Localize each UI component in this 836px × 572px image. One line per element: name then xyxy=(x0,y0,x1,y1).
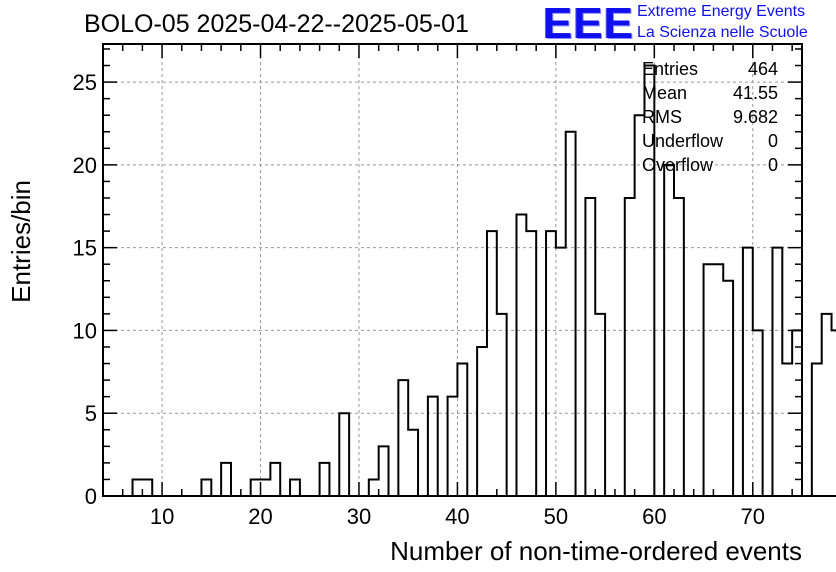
y-tick-label: 10 xyxy=(73,318,97,343)
stat-row-overflow: Overflow 0 xyxy=(642,154,778,178)
y-tick-label: 0 xyxy=(85,484,97,509)
stat-row-rms: RMS 9.682 xyxy=(642,106,778,130)
logo-text-line1: Extreme Energy Events xyxy=(637,3,806,20)
y-tick-label: 5 xyxy=(85,401,97,426)
x-axis-label: Number of non-time-ordered events xyxy=(390,536,802,566)
stat-label: Entries xyxy=(642,59,699,79)
stat-value: 41.55 xyxy=(732,83,778,103)
eee-logo: EEE xyxy=(543,0,635,48)
x-tick-label: 70 xyxy=(741,504,765,529)
stat-row-underflow: Underflow 0 xyxy=(642,130,778,154)
y-tick-label: 20 xyxy=(73,153,97,178)
stat-label: Overflow xyxy=(642,155,714,175)
stat-row-mean: Mean 41.55 xyxy=(642,82,778,106)
x-tick-label: 10 xyxy=(150,504,174,529)
axis-ticks xyxy=(102,44,802,497)
y-axis-label: Entries/bin xyxy=(6,180,36,303)
y-tick-label: 25 xyxy=(73,70,97,95)
stat-value: 0 xyxy=(767,155,778,175)
x-tick-label: 30 xyxy=(347,504,371,529)
chart-title: BOLO-05 2025-04-22--2025-05-01 xyxy=(84,10,469,38)
grid-lines xyxy=(103,44,802,496)
stat-value: 0 xyxy=(767,131,778,151)
stat-value: 9.682 xyxy=(732,107,778,127)
stats-box: Entries 464 Mean 41.55 RMS 9.682 Underfl… xyxy=(642,58,778,178)
x-tick-label: 40 xyxy=(445,504,469,529)
stat-label: Mean xyxy=(642,83,688,103)
stat-label: RMS xyxy=(642,107,682,127)
logo-text-line2: La Scienza nelle Scuole xyxy=(637,24,808,41)
stat-row-entries: Entries 464 xyxy=(642,58,778,82)
x-tick-label: 20 xyxy=(248,504,272,529)
y-tick-label: 15 xyxy=(73,236,97,261)
x-tick-label: 60 xyxy=(642,504,666,529)
stat-value: 464 xyxy=(747,59,778,79)
stat-label: Underflow xyxy=(642,131,724,151)
x-tick-label: 50 xyxy=(544,504,568,529)
plot-frame xyxy=(102,43,803,497)
tick-labels: 10 20 30 40 50 60 70 0 5 10 15 20 25 xyxy=(73,70,766,529)
